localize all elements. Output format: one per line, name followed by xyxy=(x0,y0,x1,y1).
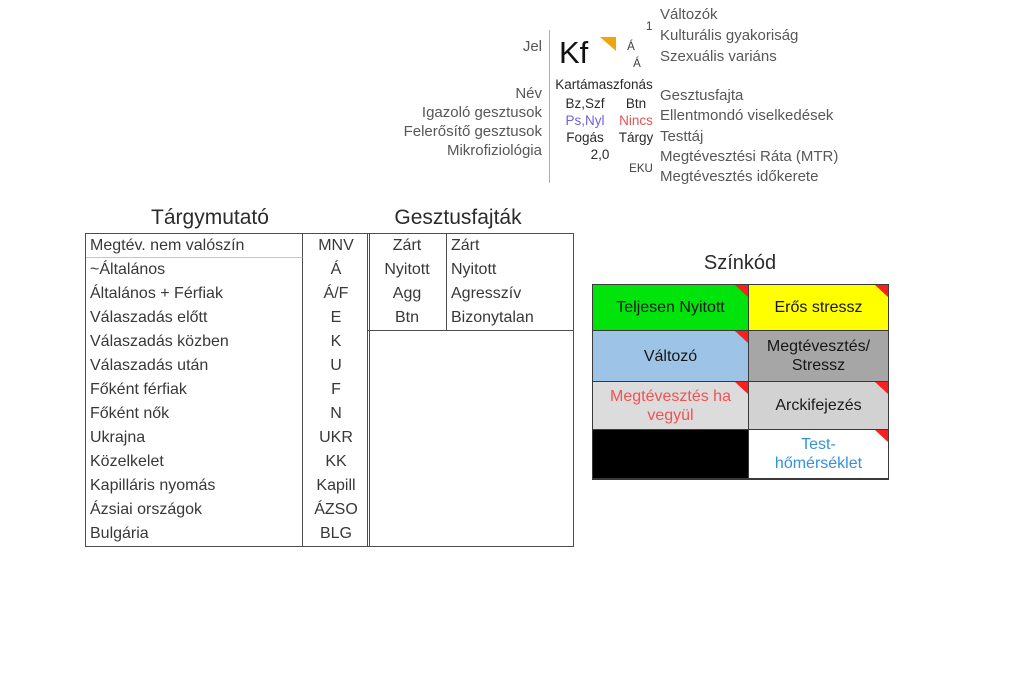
gesture-symbol: Kf xyxy=(559,35,589,70)
table-row: Válaszadás után U xyxy=(86,354,369,378)
color-code-title: Színkód xyxy=(703,252,777,274)
cultural-frequency-value: Á xyxy=(627,41,635,53)
table-row: Közelkelet KK xyxy=(86,450,369,474)
comment-indicator-icon xyxy=(875,285,888,297)
color-cell-fully-open[interactable]: Teljesen Nyitott xyxy=(593,285,748,330)
key-label-sexual-variant: Szexuális variáns xyxy=(660,48,777,65)
legend-divider-line xyxy=(549,30,550,183)
color-cell-strong-stress[interactable]: Erős stressz xyxy=(749,285,888,330)
sexual-variant-value: Á xyxy=(633,58,641,70)
table-row: Kapilláris nyomás Kapill xyxy=(86,474,369,498)
key-label-verifying: Igazoló gesztusok xyxy=(421,104,542,121)
key-label-sign: Jel xyxy=(522,38,542,55)
table-row: Ázsiai országok ÁZSO xyxy=(86,498,369,522)
key-label-body-part: Testtáj xyxy=(660,128,704,145)
key-label-microphysiology: Mikrofiziológia xyxy=(446,142,542,159)
comment-indicator-icon xyxy=(735,285,748,297)
key-label-variables: Változók xyxy=(660,6,718,23)
comment-indicator-icon xyxy=(735,331,748,343)
body-part-value: Tárgy xyxy=(618,130,654,145)
index-table: Megtév. nem valószín MNV ~Általános Á Álta… xyxy=(85,233,370,547)
gesture-types-table: Zárt Zárt Nyitott Nyitott Agg Agresszív Btn… xyxy=(367,233,574,547)
table-row: Válaszadás előtt E xyxy=(86,306,369,330)
key-label-gesture-type: Gesztusfajta xyxy=(660,87,744,104)
microphysiology-value: Fogás xyxy=(566,130,604,145)
key-label-cultural-freq: Kulturális gyakoriság xyxy=(660,27,799,44)
color-cell-variable[interactable]: Változó xyxy=(593,331,748,381)
timeframe-value: EKU xyxy=(629,163,653,175)
table-row: Agg Agresszív xyxy=(368,282,573,306)
gesture-types-rows: Zárt Zárt Nyitott Nyitott Agg Agresszív Btn… xyxy=(368,234,573,331)
gesture-types-empty-area xyxy=(368,331,573,546)
color-cell-black[interactable] xyxy=(593,430,748,478)
amplifying-gestures-value: Ps,Nyl xyxy=(565,113,605,128)
table-row: Általános + Férfiak Á/F xyxy=(86,282,369,306)
comment-indicator-icon xyxy=(875,382,888,394)
table-row: Zárt Zárt xyxy=(368,234,573,258)
key-label-name: Név xyxy=(515,85,542,102)
table-row: ~Általános Á xyxy=(86,258,369,282)
table-row: Főként nők N xyxy=(86,402,369,426)
table-row: Nyitott Nyitott xyxy=(368,258,573,282)
color-cell-body-temperature[interactable]: Test- hőmérséklet xyxy=(749,430,888,478)
gesture-name: Kartámaszfonás xyxy=(555,77,653,92)
verifying-gestures-value: Bz,Szf xyxy=(565,96,605,111)
mtr-value: 2,0 xyxy=(590,147,610,162)
contradicting-value: Nincs xyxy=(619,113,653,128)
gesture-types-title: Gesztusfajták xyxy=(394,206,522,229)
key-label-amplifying: Felerősítő gesztusok xyxy=(403,123,542,140)
note-corner-gold-icon xyxy=(600,37,616,51)
key-label-contradicting: Ellentmondó viselkedések xyxy=(660,107,834,124)
key-label-timeframe: Megtévesztés időkerete xyxy=(660,168,819,185)
color-cell-facial-expression[interactable]: Arckifejezés xyxy=(749,382,888,429)
table-row: Ukrajna UKR xyxy=(86,426,369,450)
gesture-type-value: Btn xyxy=(625,96,647,111)
key-label-mtr: Megtévesztési Ráta (MTR) xyxy=(660,148,839,165)
table-row: Btn Bizonytalan xyxy=(368,306,573,330)
variant-superscript: 1 xyxy=(646,21,653,33)
index-table-title: Tárgymutató xyxy=(151,206,269,229)
color-cell-deception-if-mixed[interactable]: Megtévesztés ha vegyül xyxy=(593,382,748,429)
color-code-table: Teljesen Nyitott Erős stressz Változó Me… xyxy=(592,284,889,480)
comment-indicator-icon xyxy=(735,382,748,394)
table-row: Főként férfiak F xyxy=(86,378,369,402)
table-row: Megtév. nem valószín MNV xyxy=(86,234,369,258)
table-row: Bulgária BLG xyxy=(86,522,369,546)
comment-indicator-icon xyxy=(875,430,888,442)
color-cell-deception-stress[interactable]: Megtévesztés/ Stressz xyxy=(749,331,888,381)
table-row: Válaszadás közben K xyxy=(86,330,369,354)
